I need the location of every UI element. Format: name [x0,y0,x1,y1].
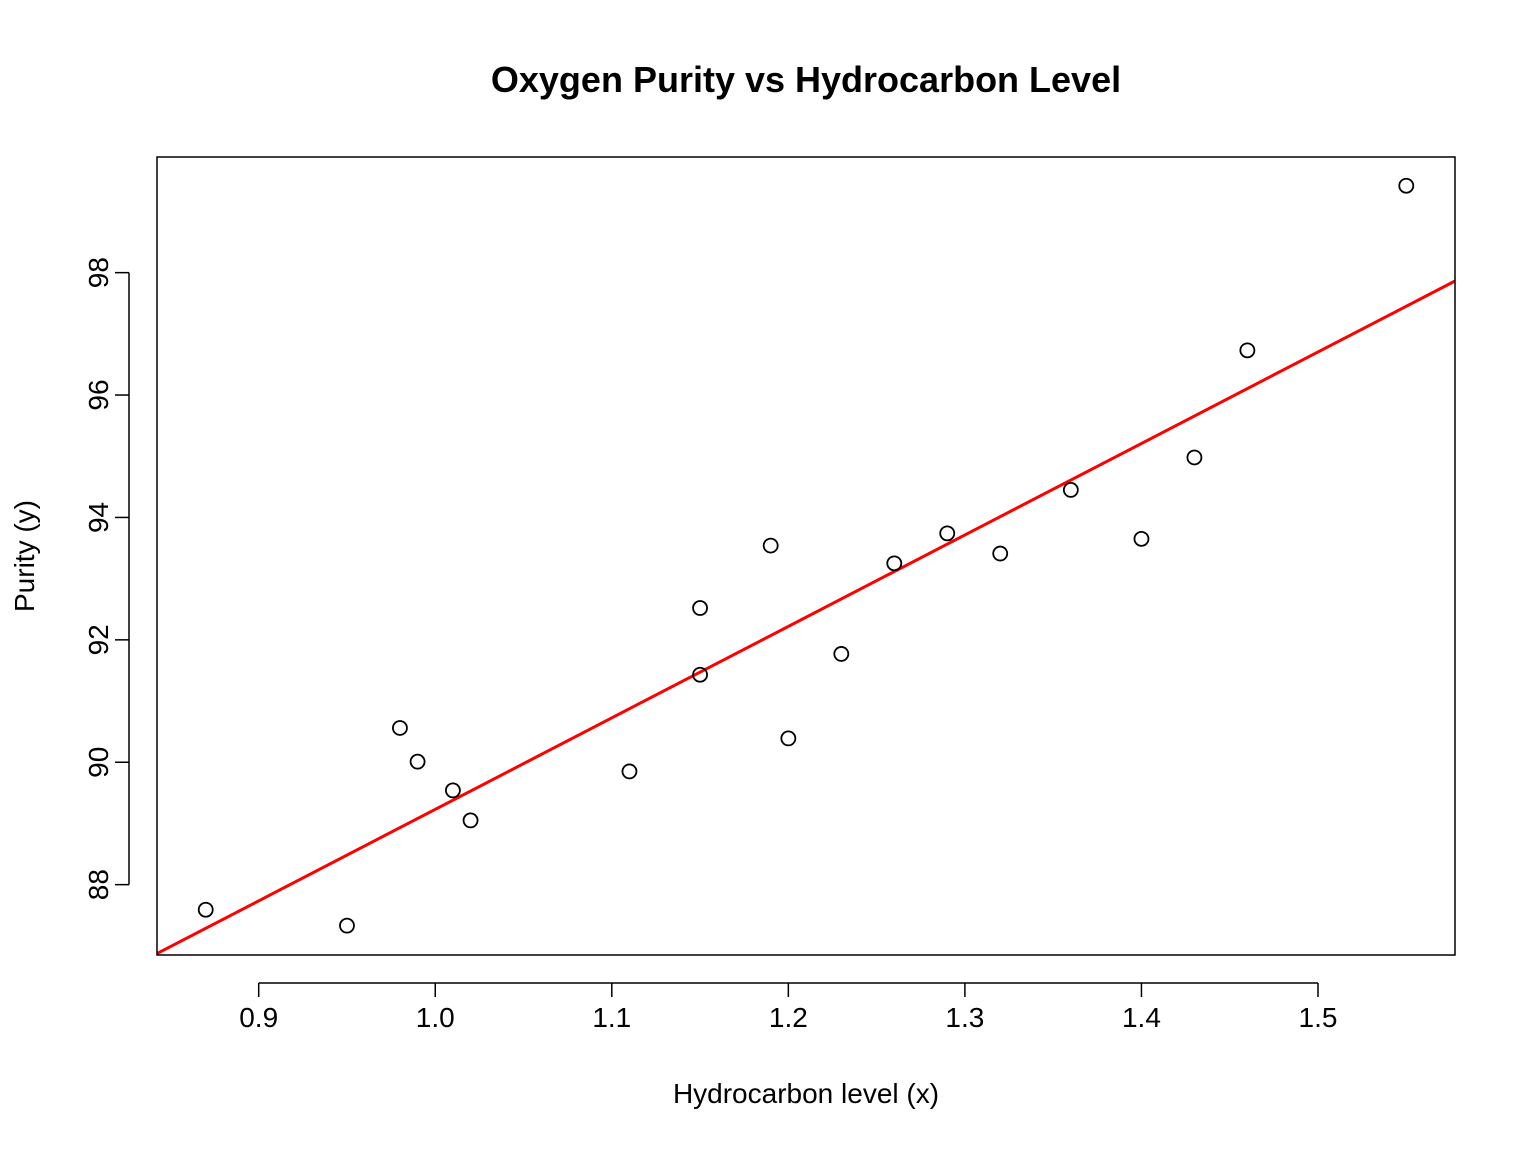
x-tick-label: 1.1 [592,1002,631,1033]
data-point [692,666,708,683]
x-axis-label: Hydrocarbon level (x) [673,1078,939,1109]
regression-line [157,279,1455,955]
data-point [1398,177,1415,194]
data-point [939,525,956,542]
x-tick-label: 1.4 [1122,1002,1161,1033]
data-point [392,720,408,736]
data-point [197,901,214,918]
y-tick-label: 90 [83,747,114,778]
data-point [444,782,461,799]
plot-frame [156,156,1456,956]
x-tick-label: 1.3 [945,1002,984,1033]
y-tick-label: 88 [83,869,114,900]
chart-title: Oxygen Purity vs Hydrocarbon Level [491,59,1121,100]
data-point [833,646,850,662]
data-point [692,600,708,616]
data-point [1133,530,1150,547]
y-axis: 88 90 92 94 96 98 [83,257,130,900]
data-point [762,537,779,554]
data-point [409,753,426,770]
x-axis: 0.9 1.0 1.1 1.2 1.3 1.4 1.5 [239,982,1338,1033]
data-point [621,763,638,780]
points-layer [197,177,1415,934]
x-tick-label: 1.2 [769,1002,808,1033]
regression-layer [157,279,1455,955]
data-point [1239,342,1256,359]
data-point [339,917,355,934]
y-tick-label: 98 [83,257,114,288]
y-axis-label: Purity (y) [9,500,40,612]
data-point [462,812,479,829]
x-tick-label: 1.0 [416,1002,455,1033]
y-tick-label: 94 [83,502,114,533]
data-point [1062,482,1079,498]
data-point [780,730,797,747]
x-tick-label: 1.5 [1299,1002,1338,1033]
x-tick-label: 0.9 [239,1002,278,1033]
data-point [992,545,1009,562]
y-tick-label: 96 [83,379,114,410]
data-point [886,555,903,572]
y-tick-label: 92 [83,624,114,655]
data-point [1186,449,1203,466]
